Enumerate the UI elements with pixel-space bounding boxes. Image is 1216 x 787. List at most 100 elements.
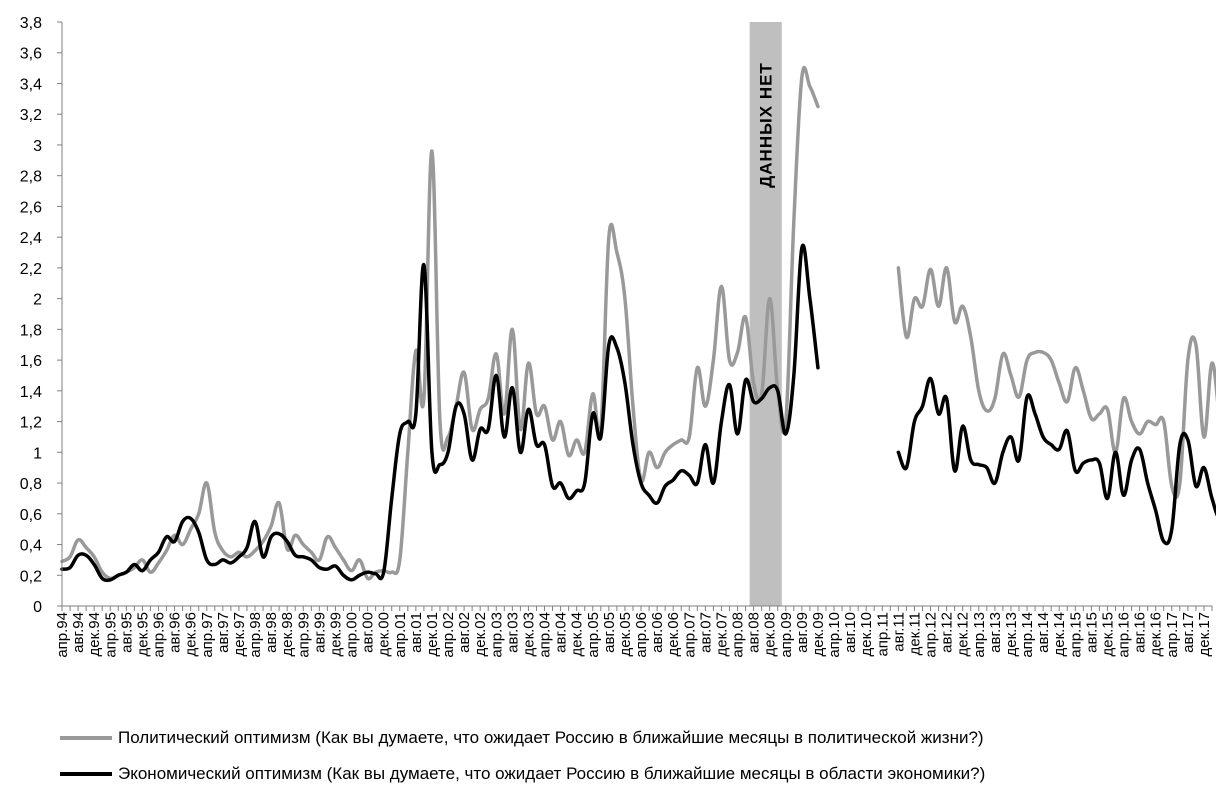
x-tick-label: апр.10 xyxy=(826,612,843,658)
x-tick-label: авг.97 xyxy=(215,612,232,653)
x-tick-label: апр.99 xyxy=(295,612,312,658)
x-tick-label: авг.07 xyxy=(697,612,714,653)
y-tick-label: 1,4 xyxy=(20,384,42,401)
x-tick-label: авг.11 xyxy=(890,612,907,652)
x-tick-label: дек.09 xyxy=(810,612,827,657)
series-line-political xyxy=(60,66,820,581)
legend-item-political: Политический оптимизм (Как вы думаете, ч… xyxy=(60,726,1210,750)
x-tick-label: апр.95 xyxy=(102,612,119,658)
x-tick-label: авг.08 xyxy=(746,612,763,653)
x-tick-label: дек.98 xyxy=(279,612,296,657)
x-tick-label: авг.09 xyxy=(794,612,811,653)
y-tick-label: 2,2 xyxy=(20,261,42,278)
x-tick-label: апр.02 xyxy=(440,612,457,658)
y-tick-label: 0,8 xyxy=(20,476,42,493)
x-tick-label: авг.95 xyxy=(118,612,135,653)
x-tick-label: апр.98 xyxy=(247,612,264,658)
x-tick-label: дек.96 xyxy=(183,612,200,657)
x-tick-label: дек.17 xyxy=(1196,612,1213,657)
x-tick-label: дек.11 xyxy=(906,612,923,655)
x-tick-label: апр.97 xyxy=(199,612,216,658)
legend-swatch-political xyxy=(60,736,112,740)
legend-label-economic: Экономический оптимизм (Как вы думаете, … xyxy=(118,764,986,783)
x-tick-label: апр.16 xyxy=(1116,612,1133,658)
series-lines xyxy=(60,66,1216,583)
x-tick-label: дек.00 xyxy=(376,612,393,657)
x-tick-label: дек.08 xyxy=(762,612,779,657)
x-tick-label: авг.12 xyxy=(939,612,956,653)
x-tick-label: дек.99 xyxy=(327,612,344,657)
y-tick-label: 1 xyxy=(33,445,42,462)
legend-swatch-economic xyxy=(60,772,112,776)
y-tick-label: 1,6 xyxy=(20,353,42,370)
legend-item-economic: Экономический оптимизм (Как вы думаете, … xyxy=(60,762,1210,786)
x-tick-label: дек.02 xyxy=(472,612,489,657)
x-tick-label: авг.00 xyxy=(360,612,377,653)
x-tick-label: апр.01 xyxy=(392,612,409,658)
x-tick-label: апр.17 xyxy=(1164,612,1181,658)
y-tick-label: 3 xyxy=(33,138,42,155)
x-tick-label: дек.06 xyxy=(665,612,682,657)
x-tick-label: дек.05 xyxy=(617,612,634,657)
x-tick-label: дек.13 xyxy=(1003,612,1020,657)
y-tick-label: 1,8 xyxy=(20,322,42,339)
x-tick-label: апр.13 xyxy=(971,612,988,658)
x-tick-label: авг.01 xyxy=(408,612,425,653)
y-tick-label: 3,4 xyxy=(20,76,42,93)
x-tick-label: апр.15 xyxy=(1067,612,1084,658)
x-axis-ticks: апр.94 авг.94 дек.94 апр.95 авг.95 дек.95 апр.… xyxy=(54,606,1213,658)
x-tick-label: апр.96 xyxy=(151,612,168,658)
x-tick-label: авг.02 xyxy=(456,612,473,653)
x-tick-label: авг.15 xyxy=(1083,612,1100,653)
y-tick-label: 0,2 xyxy=(20,568,42,585)
x-tick-label: апр.11 xyxy=(874,612,891,657)
series-line-economic xyxy=(60,243,820,583)
x-tick-label: апр.09 xyxy=(778,612,795,658)
x-tick-label: дек.07 xyxy=(713,612,730,657)
y-tick-label: 0,4 xyxy=(20,538,42,555)
x-tick-label: авг.05 xyxy=(601,612,618,653)
x-tick-label: дек.10 xyxy=(858,612,875,657)
x-tick-label: апр.04 xyxy=(537,612,554,658)
axes xyxy=(61,22,1212,607)
x-tick-label: авг.99 xyxy=(311,612,328,653)
x-tick-label: авг.94 xyxy=(70,612,87,653)
x-tick-label: апр.94 xyxy=(54,612,71,658)
legend-label-political: Политический оптимизм (Как вы думаете, ч… xyxy=(118,728,984,747)
x-tick-label: авг.13 xyxy=(987,612,1004,653)
x-tick-label: авг.17 xyxy=(1180,612,1197,653)
x-tick-label: апр.05 xyxy=(585,612,602,658)
x-tick-label: авг.16 xyxy=(1132,612,1149,653)
series-line-economic xyxy=(896,376,1216,546)
x-tick-label: авг.10 xyxy=(842,612,859,653)
x-tick-label: апр.12 xyxy=(923,612,940,658)
x-tick-label: апр.00 xyxy=(344,612,361,658)
x-tick-label: дек.14 xyxy=(1051,612,1068,657)
x-tick-label: авг.03 xyxy=(504,612,521,653)
y-tick-label: 0,6 xyxy=(20,507,42,524)
x-tick-label: дек.95 xyxy=(134,612,151,657)
line-chart: ДАННЫХ НЕТ 0 0,2 0,4 0,6 0,8 1 1,2 1,4 1,6 1,8 2 2,… xyxy=(20,15,1216,658)
y-tick-label: 1,2 xyxy=(20,415,42,432)
no-data-region: ДАННЫХ НЕТ xyxy=(749,22,782,606)
x-tick-label: апр.08 xyxy=(730,612,747,658)
x-tick-label: дек.01 xyxy=(424,612,441,657)
x-tick-label: авг.14 xyxy=(1035,612,1052,653)
x-tick-label: апр.03 xyxy=(488,612,505,658)
x-tick-label: дек.04 xyxy=(569,612,586,657)
x-tick-label: апр.07 xyxy=(681,612,698,658)
x-tick-label: дек.12 xyxy=(955,612,972,657)
x-tick-label: дек.94 xyxy=(86,612,103,657)
x-tick-label: дек.03 xyxy=(520,612,537,657)
x-tick-label: апр.14 xyxy=(1019,612,1036,658)
x-tick-label: авг.96 xyxy=(167,612,184,653)
y-tick-label: 3,6 xyxy=(20,46,42,63)
y-tick-label: 0 xyxy=(33,599,42,616)
x-tick-label: дек.97 xyxy=(231,612,248,657)
y-tick-label: 3,2 xyxy=(20,107,42,124)
x-tick-label: апр.06 xyxy=(633,612,650,658)
y-tick-label: 2,8 xyxy=(20,169,42,186)
x-tick-label: дек.15 xyxy=(1099,612,1116,657)
x-tick-label: дек.16 xyxy=(1148,612,1165,657)
y-tick-label: 2 xyxy=(33,292,42,309)
